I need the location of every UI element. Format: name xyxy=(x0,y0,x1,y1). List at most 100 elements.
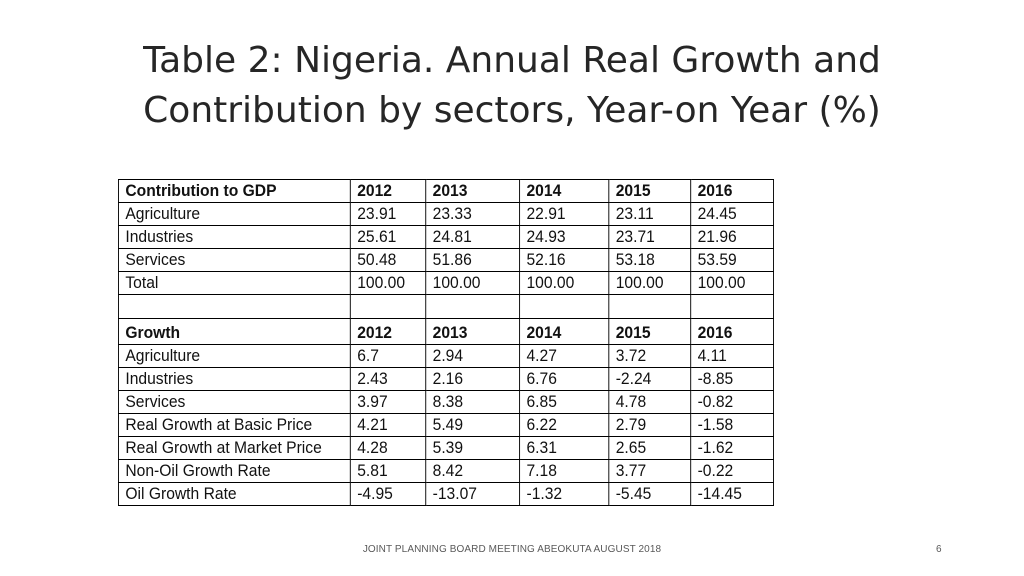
contribution-cell: 50.48 xyxy=(349,248,427,272)
spacer-cell xyxy=(690,294,774,319)
growth-cell: -14.45 xyxy=(690,482,774,506)
growth-cell: 3.72 xyxy=(608,344,692,368)
growth-row: Oil Growth Rate -4.95 -13.07 -1.32 -5.45 -14.… xyxy=(117,482,774,506)
contribution-cell: 22.91 xyxy=(519,202,610,226)
contribution-row: Agriculture 23.91 23.33 22.91 23.11 24.45 xyxy=(117,202,774,226)
growth-row: Real Growth at Basic Price 4.21 5.49 6.22 2.… xyxy=(117,413,774,437)
spacer-cell xyxy=(349,294,427,319)
contribution-cell: 25.61 xyxy=(349,225,427,249)
growth-cell: 6.7 xyxy=(349,344,427,368)
growth-cell: -0.22 xyxy=(690,459,774,483)
spacer-cell xyxy=(519,294,610,319)
slide-number: 6 xyxy=(936,544,942,555)
growth-cell: -0.82 xyxy=(690,390,774,414)
contribution-header-cell: 2012 xyxy=(349,179,427,203)
contribution-cell: 24.93 xyxy=(519,225,610,249)
spacer-cell xyxy=(425,294,521,319)
contribution-cell: 100.00 xyxy=(349,271,427,295)
growth-cell: 4.11 xyxy=(690,344,774,368)
growth-cell: 5.39 xyxy=(425,436,521,460)
growth-cell: 2.16 xyxy=(425,367,521,391)
growth-header-cell: 2016 xyxy=(690,318,774,345)
growth-label: Real Growth at Basic Price xyxy=(117,413,351,437)
contribution-label: Industries xyxy=(117,225,351,249)
contribution-cell: 100.00 xyxy=(608,271,692,295)
slide-title-line-1: Table 2: Nigeria. Annual Real Growth and xyxy=(143,40,881,81)
spacer-cell xyxy=(608,294,692,319)
contribution-cell: 51.86 xyxy=(425,248,521,272)
contribution-label: Agriculture xyxy=(117,202,351,226)
contribution-header-cell: 2016 xyxy=(690,179,774,203)
growth-header-label: Growth xyxy=(117,318,351,345)
growth-cell: 2.79 xyxy=(608,413,692,437)
growth-cell: 5.81 xyxy=(349,459,427,483)
growth-cell: 8.38 xyxy=(425,390,521,414)
spacer-row xyxy=(117,294,774,319)
contribution-cell: 24.81 xyxy=(425,225,521,249)
contribution-cell: 53.18 xyxy=(608,248,692,272)
growth-header-cell: 2015 xyxy=(608,318,692,345)
growth-cell: 7.18 xyxy=(519,459,610,483)
contribution-header-label: Contribution to GDP xyxy=(117,179,351,203)
growth-cell: 4.78 xyxy=(608,390,692,414)
footer-text: JOINT PLANNING BOARD MEETING ABEOKUTA AU… xyxy=(362,544,662,555)
growth-cell: 4.28 xyxy=(349,436,427,460)
contribution-cell: 23.71 xyxy=(608,225,692,249)
growth-cell: -2.24 xyxy=(608,367,692,391)
contribution-cell: 100.00 xyxy=(425,271,521,295)
growth-cell: -8.85 xyxy=(690,367,774,391)
growth-header-cell: 2012 xyxy=(349,318,427,345)
growth-label: Non-Oil Growth Rate xyxy=(117,459,351,483)
growth-cell: 4.27 xyxy=(519,344,610,368)
growth-label: Real Growth at Market Price xyxy=(117,436,351,460)
growth-cell: 2.65 xyxy=(608,436,692,460)
growth-cell: 3.77 xyxy=(608,459,692,483)
contribution-row: Services 50.48 51.86 52.16 53.18 53.59 xyxy=(117,248,774,272)
growth-row: Services 3.97 8.38 6.85 4.78 -0.82 xyxy=(117,390,774,414)
growth-cell: 3.97 xyxy=(349,390,427,414)
growth-cell: -1.58 xyxy=(690,413,774,437)
growth-header-cell: 2014 xyxy=(519,318,610,345)
contribution-cell: 21.96 xyxy=(690,225,774,249)
growth-row: Non-Oil Growth Rate 5.81 8.42 7.18 3.77 -0.22 xyxy=(117,459,774,483)
growth-cell: -13.07 xyxy=(425,482,521,506)
slide-title: Table 2: Nigeria. Annual Real Growth and… xyxy=(60,36,964,136)
growth-cell: -4.95 xyxy=(349,482,427,506)
table-body: Contribution to GDP 2012 2013 2014 2015 2016 A… xyxy=(117,179,774,506)
contribution-cell: 23.91 xyxy=(349,202,427,226)
growth-label: Agriculture xyxy=(117,344,351,368)
growth-label: Services xyxy=(117,390,351,414)
contribution-header-row: Contribution to GDP 2012 2013 2014 2015 2016 xyxy=(117,179,774,203)
growth-cell: 2.94 xyxy=(425,344,521,368)
growth-cell: 6.76 xyxy=(519,367,610,391)
growth-cell: 5.49 xyxy=(425,413,521,437)
contribution-cell: 24.45 xyxy=(690,202,774,226)
growth-cell: 6.22 xyxy=(519,413,610,437)
contribution-row: Total 100.00 100.00 100.00 100.00 100.00 xyxy=(117,271,774,295)
growth-cell: 8.42 xyxy=(425,459,521,483)
contribution-header-cell: 2014 xyxy=(519,179,610,203)
growth-cell: 6.85 xyxy=(519,390,610,414)
contribution-cell: 23.33 xyxy=(425,202,521,226)
data-table: Contribution to GDP 2012 2013 2014 2015 2016 A… xyxy=(117,179,774,506)
contribution-label: Services xyxy=(117,248,351,272)
contribution-cell: 53.59 xyxy=(690,248,774,272)
contribution-cell: 100.00 xyxy=(690,271,774,295)
contribution-header-cell: 2015 xyxy=(608,179,692,203)
growth-row: Industries 2.43 2.16 6.76 -2.24 -8.85 xyxy=(117,367,774,391)
slide-title-line-2: Contribution by sectors, Year-on Year (%… xyxy=(143,90,881,131)
contribution-cell: 23.11 xyxy=(608,202,692,226)
contribution-label: Total xyxy=(117,271,351,295)
growth-cell: 4.21 xyxy=(349,413,427,437)
growth-cell: 6.31 xyxy=(519,436,610,460)
contribution-cell: 100.00 xyxy=(519,271,610,295)
growth-label: Industries xyxy=(117,367,351,391)
growth-cell: -5.45 xyxy=(608,482,692,506)
contribution-row: Industries 25.61 24.81 24.93 23.71 21.96 xyxy=(117,225,774,249)
contribution-cell: 52.16 xyxy=(519,248,610,272)
growth-cell: -1.62 xyxy=(690,436,774,460)
growth-label: Oil Growth Rate xyxy=(117,482,351,506)
growth-cell: -1.32 xyxy=(519,482,610,506)
growth-header-cell: 2013 xyxy=(425,318,521,345)
spacer-label xyxy=(117,294,351,319)
